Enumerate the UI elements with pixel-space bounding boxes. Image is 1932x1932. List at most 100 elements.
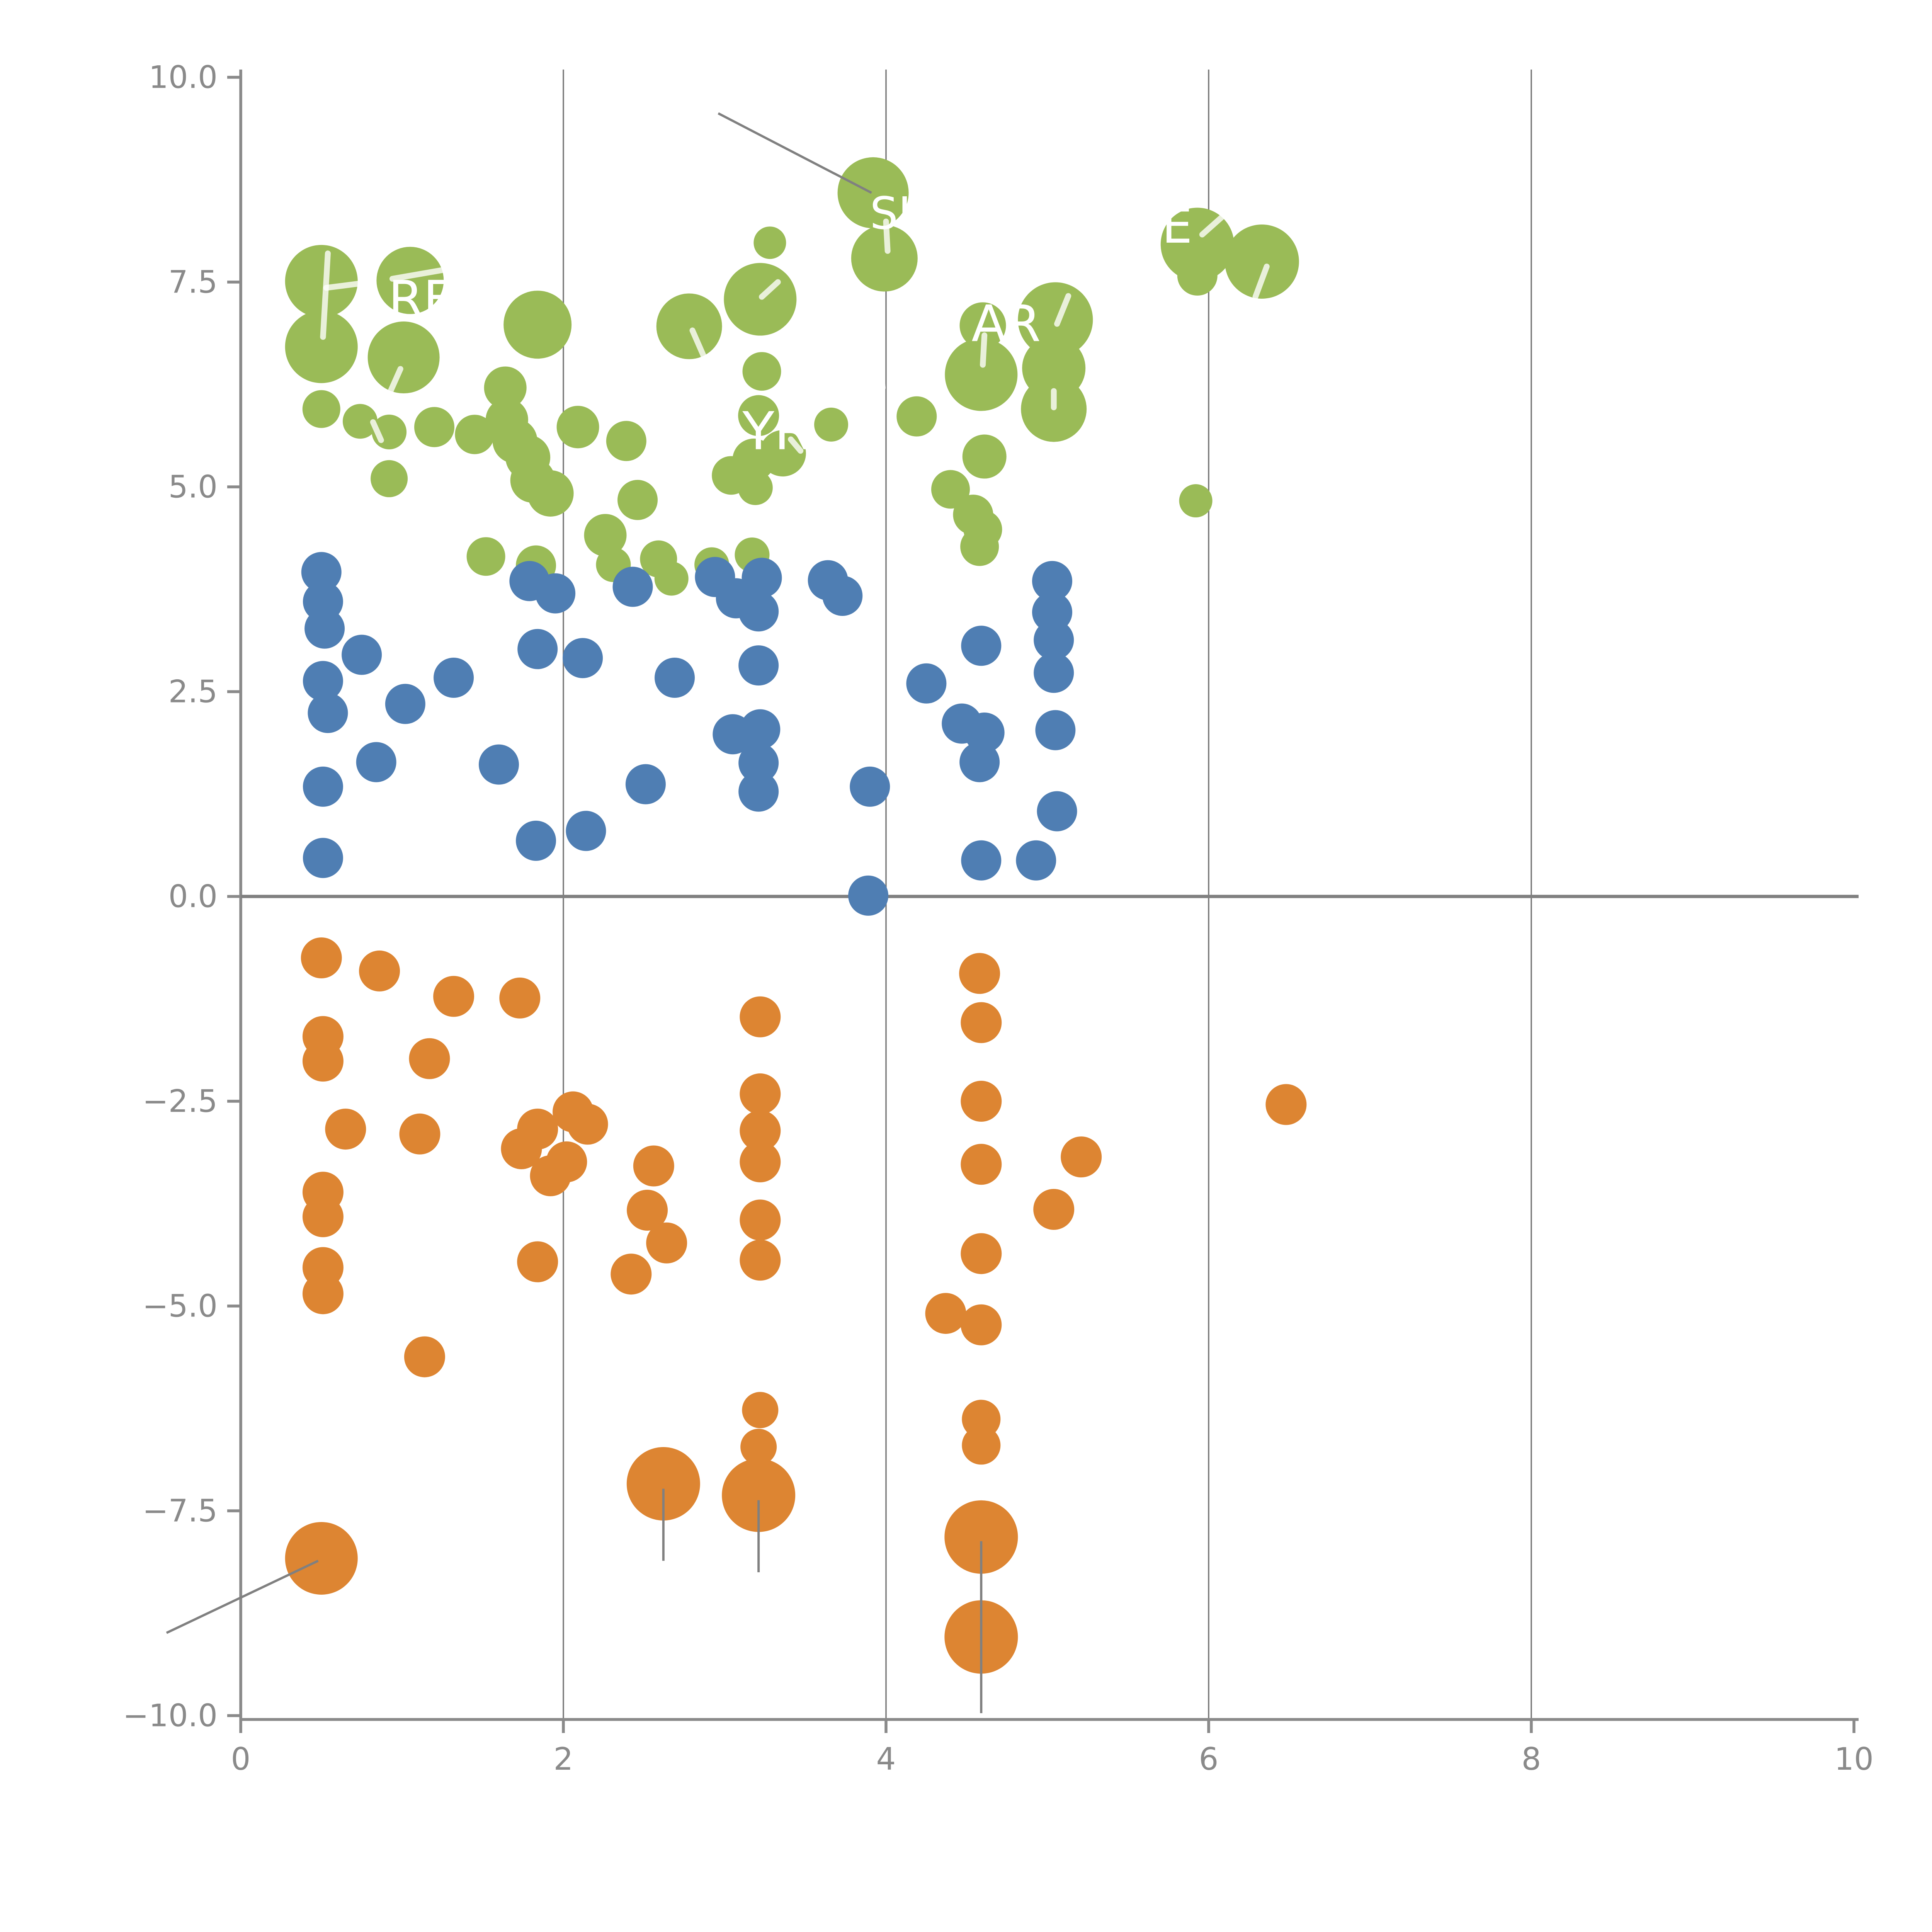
- data-point-green-9: [851, 225, 918, 292]
- data-point-green-31: [606, 421, 646, 461]
- y-tick-label--5: −5.0: [143, 1288, 218, 1324]
- data-point-green-50: [931, 470, 970, 509]
- data-point-blue-36: [1034, 653, 1074, 693]
- data-point-orange-37: [961, 1233, 1002, 1274]
- data-point-orange-42: [740, 1429, 777, 1465]
- leader-line-12: [876, 355, 886, 391]
- data-point-green-29: [527, 470, 574, 517]
- leader-line-2: [389, 267, 447, 282]
- data-point-blue-30: [713, 714, 753, 755]
- data-point-blue-32: [822, 575, 863, 616]
- leader-line-5: [759, 279, 781, 300]
- data-point-blue-25: [738, 591, 779, 632]
- data-point-blue-9: [385, 684, 425, 724]
- data-point-orange-12: [567, 1104, 608, 1145]
- data-point-orange-28: [740, 1141, 781, 1182]
- data-point-orange-44: [626, 1447, 700, 1521]
- data-point-blue-15: [516, 820, 556, 861]
- data-point-orange-39: [961, 1304, 1002, 1345]
- data-point-blue-45: [959, 742, 1000, 782]
- data-point-blue-6: [303, 766, 343, 807]
- data-point-orange-6: [409, 1038, 450, 1079]
- data-point-green-41: [962, 434, 1007, 479]
- data-point-green-33: [584, 514, 627, 557]
- data-point-orange-41: [742, 1392, 779, 1429]
- data-point-green-5: [656, 293, 722, 359]
- data-point-green-11: [1177, 255, 1218, 296]
- data-point-blue-40: [961, 840, 1002, 881]
- data-point-orange-47: [944, 1500, 1018, 1574]
- data-point-orange-16: [302, 1196, 344, 1237]
- y-tick-label-5: 5.0: [168, 469, 218, 505]
- data-point-orange-24: [404, 1336, 445, 1378]
- data-point-orange-26: [740, 1073, 781, 1114]
- x-tick-label-4: 4: [876, 1741, 896, 1777]
- data-point-orange-40: [1265, 1084, 1307, 1125]
- data-point-blue-10: [434, 657, 474, 698]
- data-point-green-39: [738, 470, 773, 505]
- data-point-orange-46: [962, 1426, 1001, 1465]
- leader-line-1: [323, 281, 362, 291]
- data-point-blue-20: [535, 573, 576, 614]
- data-point-green-6: [724, 263, 797, 336]
- data-point-blue-18: [612, 566, 653, 607]
- data-point-blue-3: [342, 634, 382, 675]
- data-point-green-1: [285, 310, 358, 383]
- leader-line-6: [883, 218, 891, 254]
- data-point-blue-26: [738, 645, 779, 686]
- data-point-green-2: [376, 247, 444, 314]
- data-point-orange-10: [501, 1128, 542, 1169]
- y-tick-label-0: 0.0: [168, 879, 218, 915]
- data-point-blue-39: [1016, 840, 1056, 881]
- data-point-blue-44: [964, 713, 1005, 753]
- point-label-si: SI: [870, 188, 911, 240]
- x-tick-label-8: 8: [1522, 1741, 1541, 1777]
- data-point-orange-33: [961, 1081, 1002, 1122]
- y-tick-label-10: 10.0: [149, 60, 218, 95]
- data-point-orange-3: [499, 977, 541, 1019]
- point-label-yr: YR: [742, 401, 810, 461]
- x-tick-label-0: 0: [231, 1741, 251, 1777]
- data-point-orange-20: [611, 1253, 652, 1295]
- data-point-blue-7: [303, 838, 343, 878]
- data-point-green-3: [367, 321, 440, 394]
- data-point-orange-0: [301, 937, 342, 978]
- data-point-orange-7: [325, 1109, 366, 1150]
- data-point-orange-35: [1061, 1136, 1102, 1178]
- data-point-blue-17: [655, 657, 695, 698]
- data-point-orange-34: [961, 1144, 1002, 1185]
- data-point-green-13: [959, 302, 1006, 349]
- data-point-green-34: [738, 395, 779, 436]
- data-point-blue-11: [517, 629, 558, 669]
- data-point-blue-14: [566, 811, 606, 851]
- data-point-green-23: [455, 415, 495, 454]
- data-point-blue-38: [1037, 791, 1077, 832]
- data-point-blue-46: [850, 766, 890, 807]
- data-point-green-32: [617, 480, 658, 520]
- data-point-green-53: [960, 527, 999, 566]
- data-point-green-42: [371, 460, 408, 497]
- leader-line-7: [1054, 293, 1071, 327]
- data-point-orange-2: [433, 976, 474, 1017]
- leader-line-11: [1252, 264, 1270, 300]
- data-point-orange-23: [302, 1273, 344, 1315]
- x-tick-label-10: 10: [1834, 1741, 1874, 1777]
- leader-line-13: [370, 419, 384, 443]
- data-point-orange-31: [959, 953, 1000, 994]
- leader-line-4: [689, 327, 708, 363]
- data-point-blue-4: [303, 661, 343, 701]
- data-point-blue-41: [961, 626, 1002, 666]
- data-point-green-4: [503, 291, 572, 359]
- data-point-blue-21: [848, 875, 889, 916]
- data-point-orange-14: [546, 1141, 587, 1182]
- y-tick-label-7.5: 7.5: [168, 264, 218, 300]
- data-point-orange-19: [646, 1222, 687, 1264]
- data-point-orange-27: [740, 1110, 781, 1151]
- data-point-green-54: [1179, 484, 1213, 518]
- point-label-ree: REE: [388, 270, 487, 328]
- data-point-orange-36: [1033, 1189, 1075, 1230]
- data-point-orange-8: [399, 1113, 440, 1155]
- data-point-blue-2: [304, 608, 345, 649]
- leader-line-8: [980, 332, 988, 368]
- data-point-green-46: [654, 561, 689, 596]
